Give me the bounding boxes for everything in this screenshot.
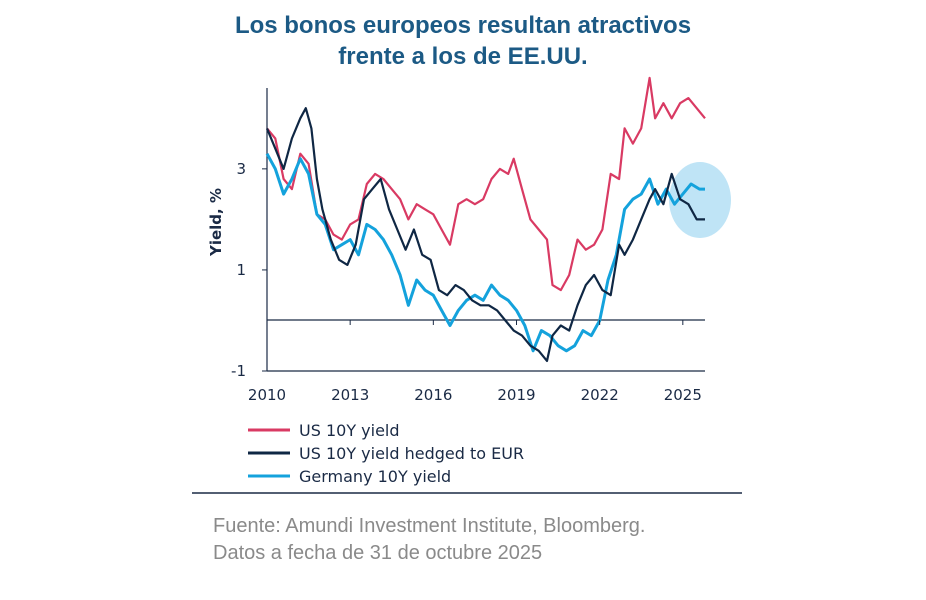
source-note: Fuente: Amundi Investment Institute, Blo… xyxy=(213,513,645,567)
series-line-germany xyxy=(265,152,705,353)
source-line-1: Fuente: Amundi Investment Institute, Blo… xyxy=(213,515,646,537)
y-tick-label: 3 xyxy=(236,160,246,178)
legend: US 10Y yield US 10Y yield hedged to EUR … xyxy=(248,421,524,486)
y-tick-label: 1 xyxy=(236,261,246,279)
x-tick-label: 2019 xyxy=(497,386,535,404)
series-line-hedged xyxy=(265,107,705,362)
chart-title-line-2: frente a los de EE.UU. xyxy=(338,43,588,70)
y-axis-label: Yield, % xyxy=(207,188,225,257)
ticks-layer: 2010 2013 2016 2019 2022 2025 -1 1 3 xyxy=(231,160,702,404)
legend-label-germany: Germany 10Y yield xyxy=(299,467,451,486)
series-line-us xyxy=(266,76,706,292)
source-line-2: Datos a fecha de 31 de octubre 2025 xyxy=(213,542,543,564)
highlight-layer xyxy=(669,162,731,238)
x-tick-label: 2013 xyxy=(331,386,369,404)
chart-title-line-1: Los bonos europeos resultan atractivos xyxy=(234,12,692,39)
highlight-circle xyxy=(669,162,731,238)
series-layer xyxy=(265,76,706,362)
x-tick-label: 2016 xyxy=(414,386,452,404)
chart-title: Los bonos europeos resultan atractivos f… xyxy=(0,10,926,72)
y-tick-label: -1 xyxy=(231,362,246,380)
x-tick-label: 2022 xyxy=(581,386,619,404)
legend-label-us: US 10Y yield xyxy=(299,421,400,440)
legend-label-hedged: US 10Y yield hedged to EUR xyxy=(299,444,524,463)
x-tick-label: 2025 xyxy=(664,386,702,404)
x-tick-label: 2010 xyxy=(248,386,286,404)
